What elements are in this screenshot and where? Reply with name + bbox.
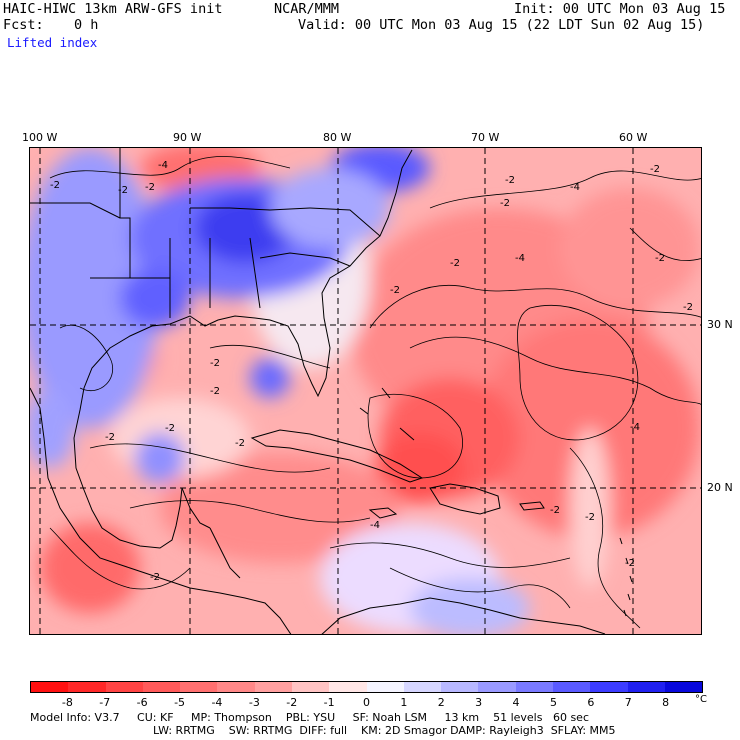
colorbar-tick-label: -5 (174, 696, 186, 709)
colorbar-segment (478, 682, 516, 692)
contour-label: -4 (630, 422, 640, 433)
contour-label: -2 (118, 185, 128, 196)
contour-label: -2 (500, 198, 510, 209)
colorbar-tick-label: -3 (248, 696, 260, 709)
colorbar-tick-label: 7 (624, 696, 632, 709)
colorbar-segment (68, 682, 106, 692)
model-info-line1: Model Info: V3.7 CU: KF MP: Thompson PBL… (30, 711, 590, 724)
lat-label-30n: 30 N (707, 318, 733, 331)
colorbar-segment (664, 682, 703, 692)
colorbar-segment (627, 682, 665, 692)
colorbar-segment (217, 682, 255, 692)
colorbar-tick-label: -8 (61, 696, 73, 709)
contour-label: -2 (165, 423, 175, 434)
contour-labels: -2 -2 -2 -4 -2 -2 -4 -2 -2 -2 -4 -2 -2 -… (50, 160, 693, 583)
forecast-hour: 0 h (74, 17, 99, 33)
colorbar-unit: °C (695, 694, 707, 705)
colorbar-segment (515, 682, 553, 692)
forecast-label: Fcst: (3, 17, 44, 33)
contour-label: -2 (550, 505, 560, 516)
init-time: Init: 00 UTC Mon 03 Aug 15 (514, 1, 726, 17)
lon-label-60w: 60 W (619, 131, 648, 144)
contour-label: -4 (570, 182, 580, 193)
field-name: Lifted index (7, 35, 98, 50)
colorbar-tick-label: -2 (286, 696, 298, 709)
lon-label-80w: 80 W (323, 131, 352, 144)
colorbar-segment (291, 682, 330, 692)
valid-time: Valid: 00 UTC Mon 03 Aug 15 (22 LDT Sun … (298, 17, 705, 33)
colorbar-segment (31, 682, 69, 692)
contour-label: -2 (150, 572, 160, 583)
contour-label: -2 (105, 432, 115, 443)
model-info-line2: LW: RRTMG SW: RRTMG DIFF: full KM: 2D Sm… (153, 724, 616, 737)
lon-label-90w: 90 W (173, 131, 202, 144)
colorbar-segment (329, 682, 367, 692)
colorbar-tick-label: 0 (363, 696, 370, 709)
contour-label: -4 (515, 253, 525, 264)
colorbar-tick-label: -4 (211, 696, 223, 709)
graticule (30, 148, 701, 634)
colorbar-segment (552, 682, 591, 692)
contour-label: -2 (655, 253, 665, 264)
colorbar-segment (441, 682, 479, 692)
org-label: NCAR/MMM (274, 1, 340, 17)
contour-label: -2 (50, 180, 60, 191)
contour-label: -2 (210, 358, 220, 369)
colorbar-tick-label: 8 (662, 696, 670, 709)
colorbar-tick-label: -7 (99, 696, 111, 709)
model-title: HAIC-HIWC 13km ARW-GFS init (3, 1, 223, 17)
colorbar-tick-label: -6 (136, 696, 148, 709)
colorbar-segment (590, 682, 628, 692)
contour-label: -2 (650, 164, 660, 175)
contour-label: -2 (235, 438, 245, 449)
contours (49, 156, 701, 629)
colorbar-tick-label: 3 (475, 696, 483, 709)
lon-label-100w: 100 W (22, 131, 58, 144)
contour-label: -2 (210, 386, 220, 397)
lifted-index-map: -2 -2 -2 -4 -2 -2 -4 -2 -2 -2 -4 -2 -2 -… (29, 147, 702, 635)
lon-label-70w: 70 W (471, 131, 500, 144)
map-canvas: -2 -2 -2 -4 -2 -2 -4 -2 -2 -2 -4 -2 -2 -… (30, 148, 701, 634)
colorbar-tick-label: -1 (323, 696, 335, 709)
colorbar-segment (180, 682, 218, 692)
colorbar-segment (142, 682, 181, 692)
colorbar-segment (105, 682, 143, 692)
contour-label: -4 (158, 160, 168, 171)
contour-label: -2 (585, 512, 595, 523)
lat-label-20n: 20 N (707, 481, 733, 494)
colorbar-tick-label: 6 (587, 696, 595, 709)
contour-label: -2 (450, 258, 460, 269)
colorbar (30, 681, 703, 693)
contour-label: -2 (505, 175, 515, 186)
colorbar-tick-label: 4 (512, 696, 520, 709)
colorbar-tick-label: 5 (549, 696, 557, 709)
contour-label: -2 (625, 558, 635, 569)
colorbar-segment (254, 682, 292, 692)
colorbar-tick-label: 1 (400, 696, 408, 709)
colorbar-segment (366, 682, 404, 692)
colorbar-tick-label: 2 (437, 696, 445, 709)
colorbar-segment (403, 682, 442, 692)
contour-label: -4 (370, 520, 380, 531)
contour-label: -2 (683, 302, 693, 313)
contour-label: -2 (390, 285, 400, 296)
contour-label: -2 (145, 182, 155, 193)
coastlines (30, 148, 633, 634)
